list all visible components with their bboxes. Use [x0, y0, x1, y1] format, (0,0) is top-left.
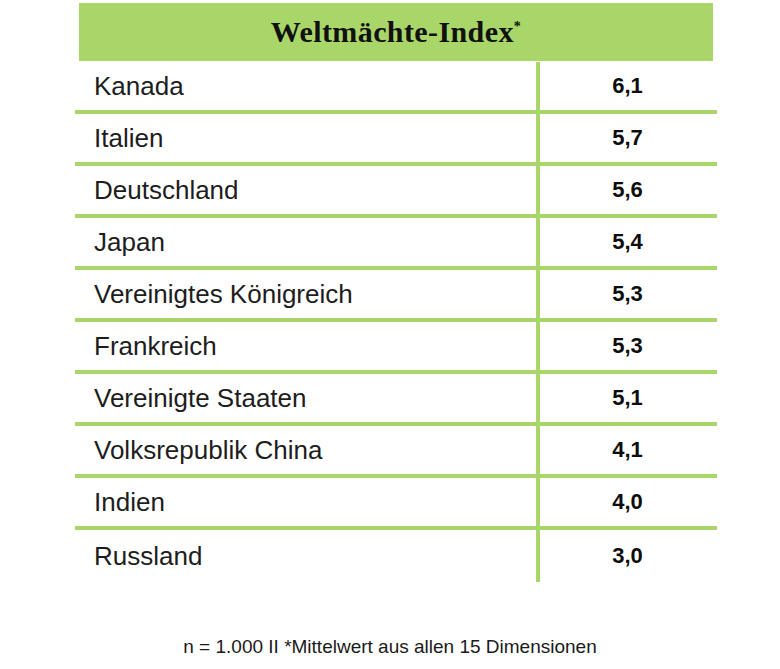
value-label: 4,1 [538, 437, 717, 463]
weltmaechte-index-infographic: Weltmächte-Index* Kanada 6,1 Italien 5,7… [0, 0, 780, 669]
table-row: Volksrepublik China 4,1 [75, 426, 717, 478]
table-row: Indien 4,0 [75, 478, 717, 530]
title-text: Weltmächte-Index [271, 15, 514, 48]
value-label: 3,0 [538, 543, 717, 569]
footnote-marker: * [514, 19, 521, 34]
value-label: 5,6 [538, 177, 717, 203]
page-title: Weltmächte-Index* [271, 15, 521, 49]
value-label: 4,0 [538, 489, 717, 515]
country-label: Russland [75, 541, 538, 572]
country-label: Volksrepublik China [75, 435, 538, 466]
ranking-table: Kanada 6,1 Italien 5,7 Deutschland 5,6 J… [75, 62, 717, 582]
footnote-text: n = 1.000 II *Mittelwert aus allen 15 Di… [0, 636, 780, 658]
value-label: 6,1 [538, 73, 717, 99]
value-label: 5,1 [538, 385, 717, 411]
country-label: Deutschland [75, 175, 538, 206]
table-row: Kanada 6,1 [75, 62, 717, 114]
table-row: Russland 3,0 [75, 530, 717, 582]
table-row: Japan 5,4 [75, 218, 717, 270]
table-header-band: Weltmächte-Index* [79, 3, 713, 61]
country-label: Japan [75, 227, 538, 258]
country-label: Vereinigte Staaten [75, 383, 538, 414]
table-row: Vereinigtes Königreich 5,3 [75, 270, 717, 322]
country-label: Frankreich [75, 331, 538, 362]
country-label: Vereinigtes Königreich [75, 279, 538, 310]
table-body: Kanada 6,1 Italien 5,7 Deutschland 5,6 J… [75, 62, 717, 582]
column-divider-line [536, 62, 540, 582]
table-row: Vereinigte Staaten 5,1 [75, 374, 717, 426]
value-label: 5,4 [538, 229, 717, 255]
table-row: Frankreich 5,3 [75, 322, 717, 374]
value-label: 5,3 [538, 333, 717, 359]
table-row: Italien 5,7 [75, 114, 717, 166]
value-label: 5,7 [538, 125, 717, 151]
country-label: Kanada [75, 71, 538, 102]
value-label: 5,3 [538, 281, 717, 307]
country-label: Indien [75, 487, 538, 518]
country-label: Italien [75, 123, 538, 154]
table-row: Deutschland 5,6 [75, 166, 717, 218]
